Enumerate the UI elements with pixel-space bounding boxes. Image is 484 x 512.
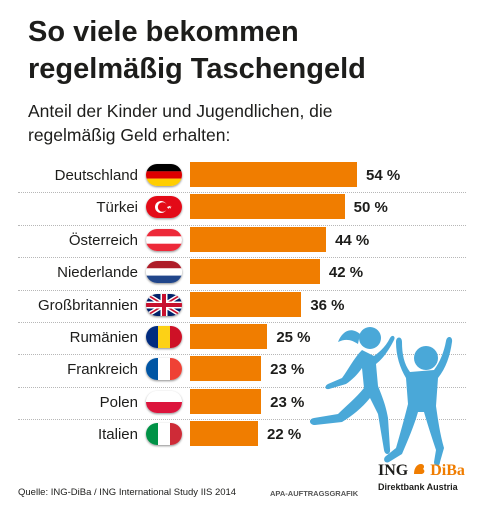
category-label: Niederlande (57, 264, 138, 282)
data-label: 23 % (270, 361, 305, 379)
bar-row: Frankreich 23 % (0, 354, 484, 386)
data-label: 23 % (270, 393, 305, 411)
category-label: Türkei (96, 199, 138, 217)
lion-icon (414, 464, 425, 474)
chart-title: So viele bekommen regelmäßig Taschengeld (28, 16, 366, 85)
flag-romania-icon (146, 326, 182, 348)
bar-row: Türkei 50 % (0, 192, 484, 224)
bar-row: Polen 23 % (0, 386, 484, 419)
bar-row: Deutschland 54 % (0, 160, 484, 192)
bar (190, 324, 268, 349)
data-label: 25 % (276, 329, 311, 346)
flag-netherlands-icon (146, 261, 182, 284)
bar-row: Österreich 44 % (0, 224, 484, 257)
jumping-kids-illustration (309, 327, 453, 466)
bar (190, 226, 327, 252)
data-label: 22 % (267, 426, 302, 444)
flag-germany-icon (146, 164, 182, 186)
bar (190, 194, 345, 220)
bar (190, 291, 302, 317)
bar (190, 259, 320, 285)
logo-diba: DiBa (430, 462, 465, 479)
category-label: Großbritannien (37, 296, 138, 314)
bar (190, 421, 259, 447)
category-label: Italien (97, 426, 138, 444)
flag-france-icon (146, 358, 182, 381)
data-label: 42 % (328, 264, 364, 282)
ing-diba-logo: ING DiBa Direktbank Austria (378, 462, 478, 492)
bar (190, 162, 357, 187)
data-label: 36 % (310, 296, 345, 314)
bar-row: Niederlande 42 % (0, 257, 484, 289)
source-note: Quelle: ING-DiBa / ING International Stu… (18, 487, 237, 498)
data-label: 44 % (335, 231, 370, 249)
bar-row: Italien 22 % (0, 419, 484, 451)
flag-turkey-icon (146, 196, 182, 219)
data-label: 54 % (366, 167, 401, 184)
bar-row: Rumänien 25 % (0, 322, 484, 354)
data-label: 50 % (353, 199, 388, 217)
logo-ing: ING (378, 462, 409, 479)
category-label: Polen (99, 393, 138, 411)
category-label: Österreich (68, 231, 138, 249)
chart-subtitle: Anteil der Kinder und Jugendlichen, die … (28, 101, 333, 145)
flag-italy-icon (146, 423, 182, 446)
bar-row: Großbritannien 36 % (0, 289, 484, 322)
category-label: Frankreich (67, 361, 138, 379)
credit-note: APA-AUFTRAGSGRAFIK (270, 489, 359, 498)
bar (190, 388, 262, 414)
flag-poland-icon (146, 390, 182, 413)
bar (190, 356, 262, 382)
category-label: Rumänien (69, 329, 138, 346)
logo-subtitle: Direktbank Austria (378, 482, 458, 492)
logo-wordmark: ING DiBa (378, 462, 478, 480)
flag-austria-icon (146, 228, 182, 251)
category-label: Deutschland (54, 167, 138, 184)
flag-uk-icon (146, 293, 182, 316)
